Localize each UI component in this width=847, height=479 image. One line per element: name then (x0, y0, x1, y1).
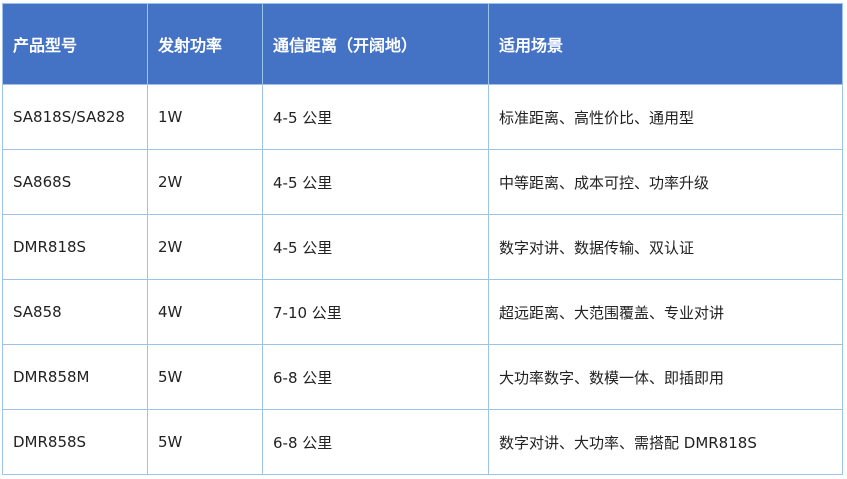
table-cell: 4-5 公里 (262, 214, 489, 280)
table-cell: 大功率数字、数模一体、即插即用 (488, 344, 843, 410)
table-row: DMR858S 5W 6-8 公里 数字对讲、大功率、需搭配 DMR818S (2, 409, 843, 475)
table-cell: 1W (147, 84, 263, 150)
table-cell: 6-8 公里 (262, 409, 489, 475)
table-cell: SA818S/SA828 (2, 84, 148, 150)
table-cell: DMR858M (2, 344, 148, 410)
table-cell: 5W (147, 344, 263, 410)
header-cell: 适用场景 (488, 3, 843, 85)
header-cell: 产品型号 (2, 3, 148, 85)
table-cell: 4-5 公里 (262, 84, 489, 150)
table-cell: SA868S (2, 149, 148, 215)
table-cell: 数字对讲、数据传输、双认证 (488, 214, 843, 280)
table-cell: 4-5 公里 (262, 149, 489, 215)
table-cell: 4W (147, 279, 263, 345)
table-row: SA818S/SA828 1W 4-5 公里 标准距离、高性价比、通用型 (2, 84, 843, 150)
table-cell: DMR858S (2, 409, 148, 475)
table-cell: 标准距离、高性价比、通用型 (488, 84, 843, 150)
header-cell: 发射功率 (147, 3, 263, 85)
table-cell: 6-8 公里 (262, 344, 489, 410)
table-row: DMR858M 5W 6-8 公里 大功率数字、数模一体、即插即用 (2, 344, 843, 410)
table-row: DMR818S 2W 4-5 公里 数字对讲、数据传输、双认证 (2, 214, 843, 280)
spec-table: 产品型号 发射功率 通信距离（开阔地） 适用场景 SA818S/SA828 1W 4-5 … (2, 3, 843, 475)
table-cell: 数字对讲、大功率、需搭配 DMR818S (488, 409, 843, 475)
table-cell: 2W (147, 214, 263, 280)
table-body: SA818S/SA828 1W 4-5 公里 标准距离、高性价比、通用型 SA868S 2… (2, 84, 843, 475)
table-cell: DMR818S (2, 214, 148, 280)
table-cell: 超远距离、大范围覆盖、专业对讲 (488, 279, 843, 345)
table-cell: 5W (147, 409, 263, 475)
table-cell: SA858 (2, 279, 148, 345)
header-cell: 通信距离（开阔地） (262, 3, 489, 85)
table-cell: 中等距离、成本可控、功率升级 (488, 149, 843, 215)
header-row: 产品型号 发射功率 通信距离（开阔地） 适用场景 (2, 3, 843, 85)
table-cell: 7-10 公里 (262, 279, 489, 345)
table-row: SA868S 2W 4-5 公里 中等距离、成本可控、功率升级 (2, 149, 843, 215)
table-cell: 2W (147, 149, 263, 215)
table-row: SA858 4W 7-10 公里 超远距离、大范围覆盖、专业对讲 (2, 279, 843, 345)
